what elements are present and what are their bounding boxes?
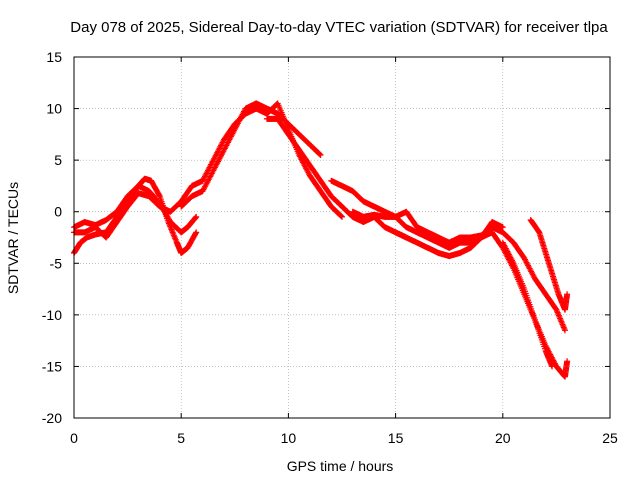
series-arc7 — [349, 208, 568, 334]
data-point — [193, 213, 200, 220]
data-point — [564, 358, 571, 365]
y-tick-label: 15 — [46, 49, 62, 65]
x-axis-label: GPS time / hours — [287, 458, 394, 474]
y-axis-ticks: -20 -15 -10 -5 0 5 10 15 — [42, 49, 610, 426]
y-tick-label: 5 — [54, 152, 62, 168]
x-tick-label: 15 — [388, 430, 404, 446]
data-point — [549, 363, 556, 370]
chart-title: Day 078 of 2025, Sidereal Day-to-day VTE… — [70, 19, 608, 36]
x-tick-label: 25 — [602, 430, 618, 446]
x-tick-label: 5 — [177, 430, 185, 446]
data-point — [338, 213, 345, 220]
data-point — [192, 230, 199, 237]
data-points — [71, 100, 571, 380]
data-point — [339, 213, 345, 220]
y-axis-label: SDTVAR / TECUs — [5, 182, 21, 294]
grid — [74, 57, 610, 418]
y-tick-label: -10 — [42, 307, 62, 323]
x-tick-label: 0 — [70, 430, 78, 446]
plot-frame — [73, 56, 611, 419]
series-arc4 — [178, 100, 324, 210]
y-tick-label: -15 — [42, 358, 62, 374]
y-tick-label: 0 — [54, 204, 62, 220]
data-point — [499, 224, 506, 231]
data-point — [564, 291, 571, 298]
y-tick-label: -20 — [42, 410, 62, 426]
series-arc2 — [71, 182, 200, 236]
data-point — [192, 214, 199, 221]
series-arc10 — [527, 216, 571, 313]
x-tick-label: 10 — [281, 430, 297, 446]
data-point — [316, 151, 323, 158]
y-tick-label: -5 — [50, 255, 63, 271]
x-tick-label: 20 — [495, 430, 511, 446]
series-arc9 — [499, 239, 556, 370]
x-axis-ticks: 0 5 10 15 20 25 — [70, 57, 618, 446]
data-point — [193, 229, 200, 236]
y-tick-label: 10 — [46, 101, 62, 117]
data-point — [156, 192, 163, 199]
data-point — [317, 151, 324, 158]
data-point — [561, 327, 568, 334]
series-arc3 — [71, 100, 345, 241]
series-arc5 — [263, 115, 410, 241]
